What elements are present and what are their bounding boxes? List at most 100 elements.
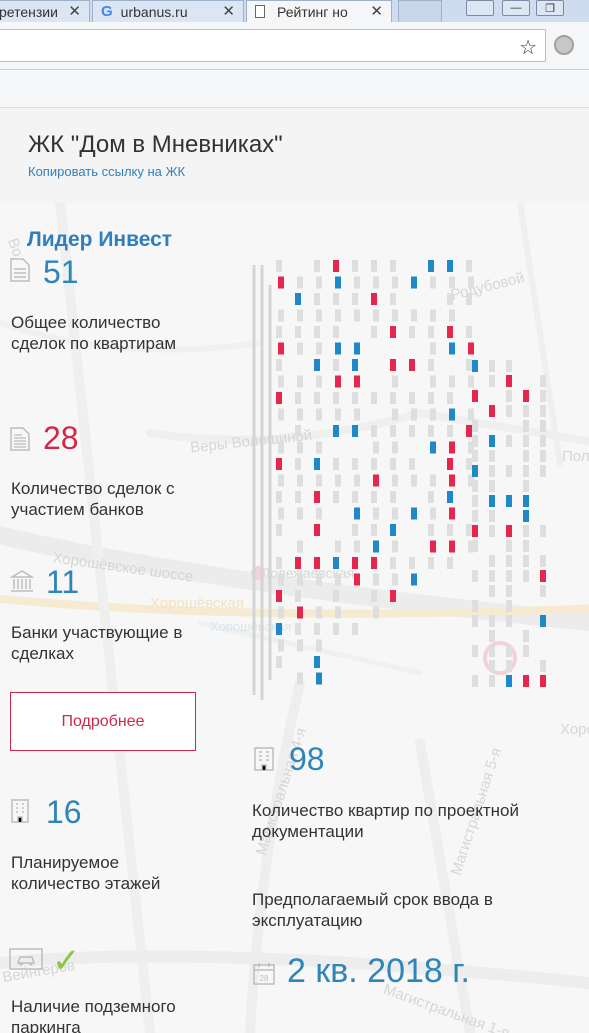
close-icon[interactable]: ✕ — [370, 3, 383, 20]
building-window — [472, 570, 478, 582]
building-window — [390, 524, 396, 536]
building-window — [468, 375, 474, 388]
building-window — [523, 540, 529, 552]
building-window — [447, 260, 453, 272]
building-window — [278, 573, 284, 586]
building-window — [352, 293, 358, 305]
building-window — [449, 276, 455, 289]
building-window — [489, 435, 495, 447]
building-window — [430, 507, 436, 520]
tab-urbanus[interactable]: G urbanus.ru ✕ — [92, 0, 244, 22]
bookmark-star-icon[interactable]: ☆ — [519, 37, 537, 59]
google-icon: G — [101, 3, 113, 20]
building-illustration — [252, 260, 546, 700]
building-window — [295, 326, 301, 338]
more-button[interactable]: Подробнее — [10, 692, 196, 751]
tab-pretensii[interactable]: ретензии ✕ — [0, 0, 90, 22]
building-window — [523, 405, 529, 417]
tab-rating[interactable]: Рейтинг но ✕ — [246, 0, 392, 22]
building-window — [506, 375, 512, 387]
building-window — [297, 408, 303, 421]
building-window — [333, 425, 339, 437]
building-window — [373, 441, 379, 454]
building-window — [373, 474, 379, 487]
building-window — [333, 590, 339, 602]
building-window — [411, 507, 417, 520]
complex-header: ЖК "Дом в Мневниках" Копировать ссылку н… — [0, 108, 589, 203]
building-window — [447, 557, 453, 569]
building-window — [523, 480, 529, 492]
minimize-icon[interactable]: — — [502, 0, 530, 16]
building-window — [392, 507, 398, 520]
building-window — [506, 600, 512, 612]
building-window — [472, 420, 478, 432]
user-icon[interactable] — [466, 0, 494, 16]
building-window — [449, 375, 455, 388]
building-window — [506, 540, 512, 552]
url-input[interactable]: ☆ — [0, 29, 546, 62]
building-window — [314, 293, 320, 305]
building-window — [316, 408, 322, 421]
building-window — [390, 260, 396, 272]
building-window — [333, 557, 339, 569]
building-window — [489, 405, 495, 417]
building-window — [506, 525, 512, 537]
building-window — [297, 573, 303, 586]
car-icon — [9, 948, 43, 970]
restore-icon[interactable]: ❐ — [536, 0, 564, 16]
new-tab-button[interactable] — [398, 0, 442, 22]
map-roads — [0, 203, 589, 1033]
building-window — [466, 293, 472, 305]
extension-icon[interactable] — [554, 35, 574, 55]
building-window — [276, 656, 282, 668]
building-window — [489, 495, 495, 507]
close-icon[interactable]: ✕ — [222, 3, 235, 20]
building-window — [523, 450, 529, 462]
building-window — [428, 425, 434, 437]
building-window — [506, 585, 512, 597]
building-window — [472, 360, 478, 372]
building-window — [371, 293, 377, 305]
building-window — [428, 557, 434, 569]
building-window — [428, 326, 434, 338]
building-window — [489, 630, 495, 642]
building-window — [278, 309, 284, 322]
building-window — [447, 293, 453, 305]
building-window — [506, 360, 512, 372]
building-window — [540, 450, 546, 462]
commissioning-label: Предполагаемый срок ввода в эксплуатацию — [252, 890, 493, 930]
deals-total-value: 51 — [43, 254, 79, 290]
building-window — [354, 474, 360, 487]
building-window — [506, 495, 512, 507]
building-window — [276, 491, 282, 503]
building-window — [316, 573, 322, 586]
copy-link[interactable]: Копировать ссылку на ЖК — [28, 164, 186, 179]
building-window — [297, 672, 303, 685]
building-window — [354, 540, 360, 553]
building-window — [489, 615, 495, 627]
building-window — [333, 359, 339, 371]
building-window — [472, 645, 478, 657]
building-window — [468, 408, 474, 421]
building-window — [371, 590, 377, 602]
building-window — [430, 474, 436, 487]
building-window — [466, 359, 472, 371]
document-list-icon — [10, 427, 30, 451]
building-window — [523, 645, 529, 657]
building-window — [472, 495, 478, 507]
building-window — [392, 276, 398, 289]
developer-name[interactable]: Лидер Инвест — [27, 228, 173, 251]
building-window — [297, 276, 303, 289]
building-window — [314, 359, 320, 371]
building-window — [352, 557, 358, 569]
building-window — [297, 474, 303, 487]
building-window — [428, 392, 434, 404]
building-window — [523, 435, 529, 447]
building-window — [540, 570, 546, 582]
building-window — [447, 524, 453, 536]
close-icon[interactable]: ✕ — [68, 3, 81, 20]
building-window — [489, 675, 495, 687]
document-icon — [255, 5, 265, 18]
building-window — [449, 474, 455, 487]
address-bar: ☆ — [0, 22, 589, 70]
